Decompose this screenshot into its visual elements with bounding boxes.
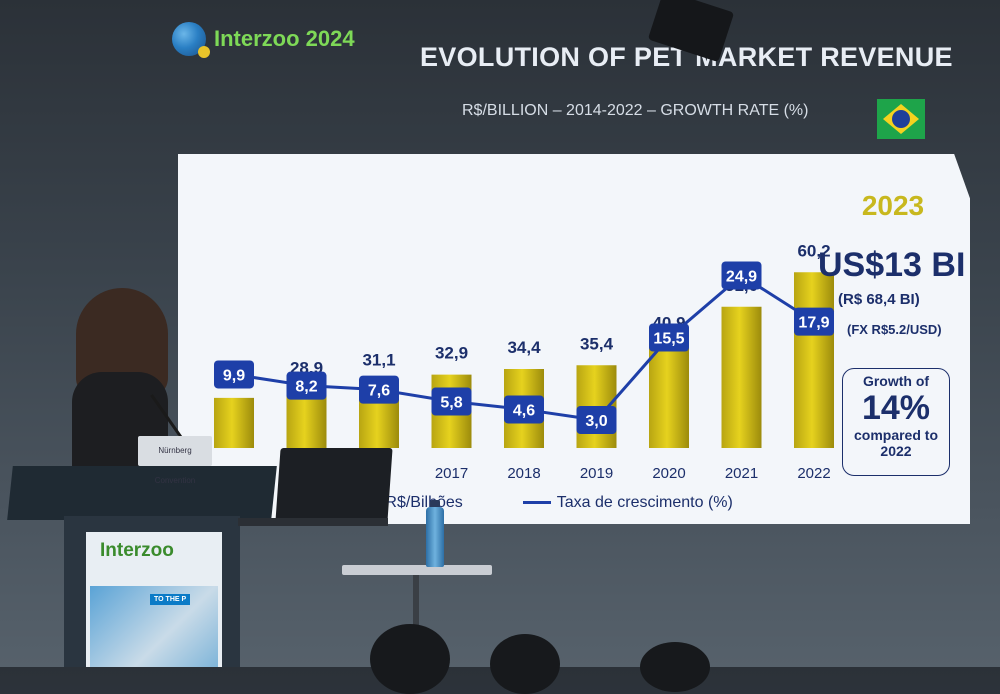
x-tick-2021: 2021 xyxy=(725,465,758,482)
bar-label-2018: 34,4 xyxy=(507,338,541,357)
highlight-brl: (R$ 68,4 BI) xyxy=(838,291,920,308)
growth-bottom: compared to 2022 xyxy=(853,427,938,459)
line-swatch xyxy=(522,501,551,505)
growth-label-2018: 4,6 xyxy=(513,402,535,419)
bar-2022 xyxy=(794,272,834,448)
legend-line: Taxa de crescimento (%) xyxy=(522,494,733,512)
growth-label-2021: 24,9 xyxy=(726,268,757,285)
growth-marker-2021 xyxy=(721,261,762,290)
growth-label-2020: 15,5 xyxy=(653,331,684,348)
bar-2021 xyxy=(721,306,762,448)
brazil-flag-icon xyxy=(877,99,925,139)
growth-marker-2016 xyxy=(359,375,399,404)
podium-top xyxy=(7,466,277,520)
podium-tag: TO THE P xyxy=(150,594,191,605)
x-tick-2022: 2022 xyxy=(797,465,830,482)
highlight-usd: US$13 BI xyxy=(818,246,966,284)
laptop-base xyxy=(238,518,388,526)
bar-label-2022: 60,2 xyxy=(797,241,830,260)
globe-icon xyxy=(172,22,210,58)
growth-label-2019: 3,0 xyxy=(585,413,607,430)
x-tick-2019: 2019 xyxy=(580,465,613,482)
growth-label-2022: 17,9 xyxy=(798,315,829,332)
podium-sign: Nürnberg Convention xyxy=(138,436,212,485)
growth-label-2015: 8,2 xyxy=(295,379,317,396)
water-bottle xyxy=(426,507,444,567)
laptop xyxy=(275,448,393,522)
growth-pct: 14% xyxy=(861,389,931,427)
growth-label-2017: 5,8 xyxy=(440,395,462,412)
growth-box: Growth of 14% compared to 2022 xyxy=(842,368,950,476)
audience-heads xyxy=(340,618,720,694)
x-tick-2018: 2018 xyxy=(507,465,540,482)
growth-marker-2015 xyxy=(286,371,327,400)
side-table-leg xyxy=(413,575,419,667)
growth-marker-2020 xyxy=(649,323,689,352)
x-tick-2020: 2020 xyxy=(652,465,685,482)
logo-text: Interzoo 2024 xyxy=(214,26,355,51)
growth-marker-2014 xyxy=(214,360,254,389)
bar-label-2019: 35,4 xyxy=(580,334,614,353)
growth-top: Growth of xyxy=(862,373,930,389)
growth-marker-2019 xyxy=(576,406,617,434)
bottle-cap xyxy=(430,500,440,509)
bar-label-2017: 32,9 xyxy=(435,344,468,363)
bar-2014 xyxy=(214,397,254,448)
highlight-fx: (FX R$5.2/USD) xyxy=(847,322,942,337)
podium-logo: Interzoo xyxy=(100,540,174,561)
highlight-year: 2023 xyxy=(861,190,925,221)
growth-marker-2017 xyxy=(431,387,472,416)
side-table xyxy=(342,565,492,575)
growth-label-2014: 9,9 xyxy=(223,367,245,384)
interzoo-logo: Interzoo 2024 xyxy=(172,22,355,58)
growth-marker-2022 xyxy=(794,307,834,336)
legend-line-label: Taxa de crescimento (%) xyxy=(556,494,733,511)
growth-label-2016: 7,6 xyxy=(368,383,390,400)
bar-2020 xyxy=(649,344,689,448)
x-tick-2017: 2017 xyxy=(435,465,468,482)
revenue-chart: 26,728,931,132,934,435,440,951,060,21620… xyxy=(214,241,834,482)
bar-label-2016: 31,1 xyxy=(362,350,395,369)
slide-subtitle: R$/BILLION – 2014-2022 – GROWTH RATE (%) xyxy=(462,102,809,119)
growth-marker-2018 xyxy=(504,395,544,424)
